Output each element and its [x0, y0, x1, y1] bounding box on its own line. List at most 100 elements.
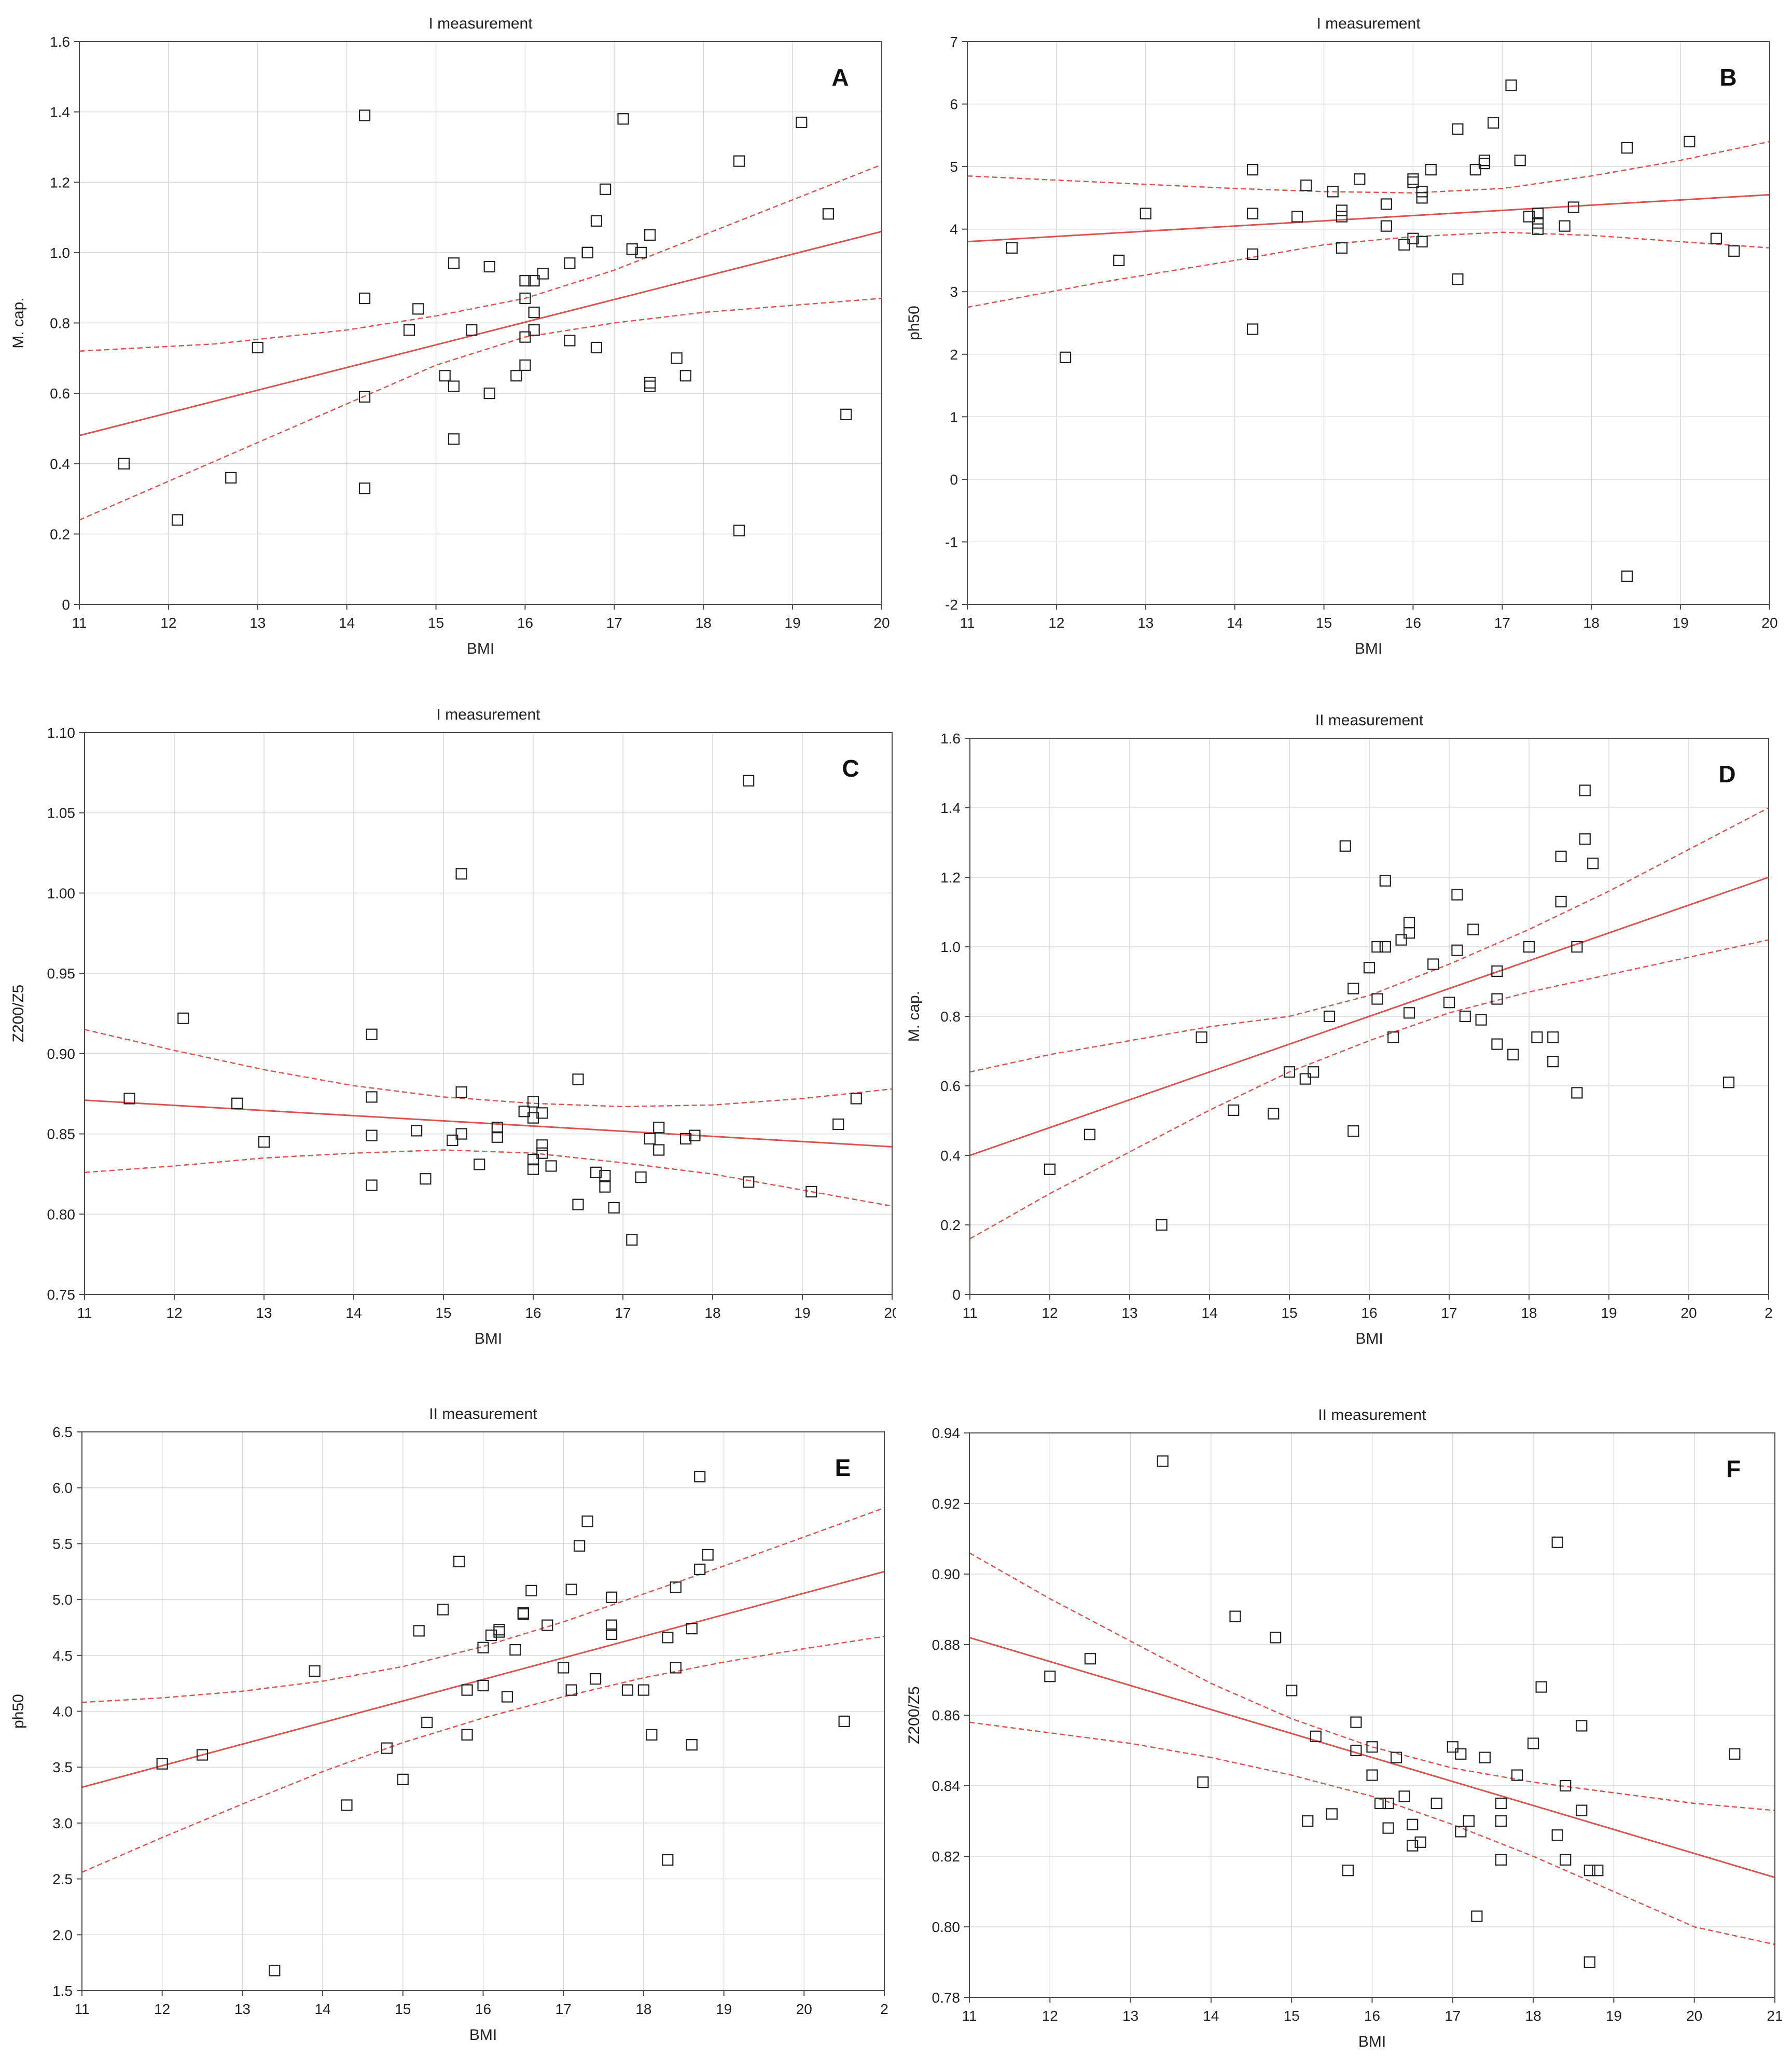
data-point	[1532, 217, 1544, 229]
data-point	[1495, 1815, 1507, 1827]
y-tick-label: 4.5	[52, 1648, 73, 1664]
data-point	[1475, 1014, 1487, 1026]
ci-lower-line	[967, 231, 1770, 308]
data-point	[123, 1093, 135, 1105]
data-point	[1427, 958, 1439, 970]
x-tick-label: 18	[1583, 615, 1600, 631]
data-point	[1551, 1536, 1563, 1548]
x-tick-label: 16	[1405, 615, 1421, 631]
x-tick-label: 19	[1601, 1305, 1617, 1321]
regression-line	[969, 1636, 1775, 1879]
data-point	[519, 331, 531, 343]
x-tick-label: 17	[1441, 1305, 1457, 1321]
data-point	[1246, 208, 1259, 219]
data-point	[1722, 1077, 1735, 1088]
y-tick-label: 0.6	[940, 1078, 961, 1094]
x-tick-label: 16	[517, 615, 533, 631]
data-point	[448, 380, 460, 392]
data-point	[1469, 164, 1481, 176]
data-point	[447, 1134, 459, 1147]
data-point	[686, 1623, 698, 1635]
data-point	[1495, 1854, 1507, 1866]
data-point	[1059, 351, 1072, 363]
data-point	[1246, 164, 1259, 176]
chart-panel-f: 11 12 13 14 15 16 17 18 19 20 21 0.78 0.80 0.82 0.84 0.…	[906, 1406, 1783, 2050]
y-tick-label: 0.84	[932, 1778, 961, 1794]
data-point	[1382, 1822, 1394, 1834]
x-tick-label: 13	[1121, 1305, 1137, 1321]
data-point	[366, 1028, 378, 1040]
data-point	[694, 1563, 706, 1576]
plot-frame	[84, 732, 893, 1295]
ci-upper-line	[81, 1507, 885, 1703]
data-point	[1380, 198, 1392, 210]
data-point	[850, 1093, 862, 1105]
data-point	[510, 370, 522, 382]
data-point	[536, 1147, 548, 1159]
data-point	[171, 514, 184, 526]
ci-upper-line	[967, 141, 1770, 194]
x-tick-label: 17	[555, 2001, 572, 2017]
x-tick-label: 12	[166, 1305, 182, 1321]
x-tick-label: 17	[1444, 2008, 1461, 2024]
data-point	[1491, 1038, 1503, 1050]
data-point	[1286, 1685, 1298, 1696]
data-point	[1547, 1055, 1559, 1068]
x-axis-label: BMI	[1358, 2033, 1386, 2050]
data-point	[653, 1122, 665, 1134]
data-point	[1339, 840, 1351, 852]
data-point	[1140, 208, 1151, 219]
data-point	[466, 324, 478, 336]
data-point	[733, 525, 745, 536]
data-point	[1621, 570, 1633, 582]
x-tick-label: 21	[1767, 2008, 1783, 2024]
data-point	[581, 246, 593, 258]
y-tick-label: 1.5	[52, 1983, 73, 1999]
data-point	[1083, 1128, 1096, 1140]
data-point	[1452, 273, 1464, 285]
data-point	[702, 1549, 714, 1561]
data-point	[1491, 993, 1503, 1005]
data-point	[608, 1202, 620, 1214]
data-point	[1382, 1797, 1394, 1810]
data-point	[1336, 242, 1348, 254]
data-point	[448, 257, 460, 269]
data-point	[1371, 993, 1383, 1005]
data-point	[1327, 186, 1339, 198]
panel-letter: E	[835, 1454, 851, 1481]
data-point	[501, 1691, 513, 1703]
chart-panel-a: 11 12 13 14 15 16 17 18 19 20 0 0.2 0.4 0.6 0.8 1.0 1.2 1…	[10, 15, 890, 657]
data-point	[1084, 1653, 1096, 1665]
data-point	[1270, 1632, 1282, 1644]
data-point	[1390, 1751, 1402, 1763]
data-point	[671, 352, 683, 364]
data-point	[1583, 1956, 1595, 1968]
data-point	[483, 388, 495, 399]
data-point	[1532, 208, 1544, 219]
data-point	[590, 1166, 602, 1178]
data-point	[572, 1198, 584, 1210]
data-point	[590, 215, 603, 227]
data-point	[1495, 1797, 1507, 1810]
data-point	[491, 1131, 503, 1143]
regression-line	[81, 1570, 885, 1788]
y-tick-label: 1.0	[50, 245, 70, 261]
data-point	[156, 1758, 168, 1770]
data-point	[600, 183, 612, 195]
data-point	[1430, 1797, 1442, 1810]
x-tick-label: 18	[1521, 1305, 1537, 1321]
data-point	[1621, 142, 1633, 154]
x-tick-label: 11	[72, 615, 87, 631]
data-point	[477, 1642, 489, 1653]
data-point	[1395, 934, 1407, 946]
y-tick-label: 1.6	[50, 34, 70, 50]
ci-lower-line	[79, 297, 882, 521]
data-point	[258, 1136, 270, 1148]
data-point	[196, 1749, 209, 1761]
y-tick-label: 5	[950, 159, 958, 175]
x-tick-label: 18	[696, 615, 712, 631]
data-point	[743, 1176, 755, 1188]
data-point	[461, 1684, 473, 1696]
data-point	[493, 1624, 505, 1636]
data-point	[1246, 323, 1259, 335]
